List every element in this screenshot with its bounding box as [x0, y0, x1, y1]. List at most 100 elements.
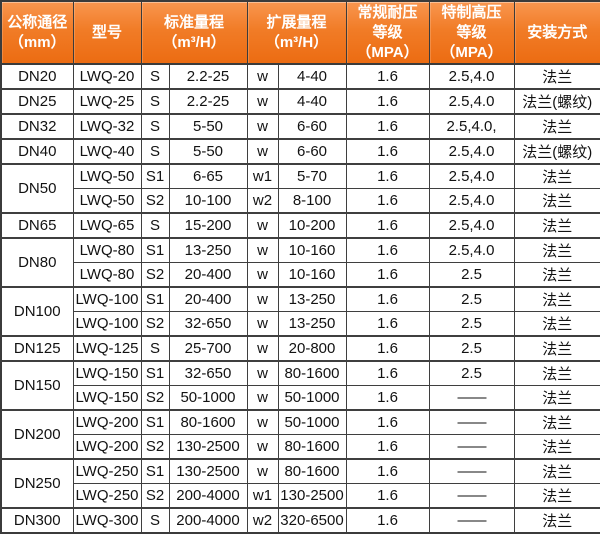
high-pressure-cell: 2.5,4.0 [428, 63, 515, 90]
std-range-cell: 130-2500 [168, 458, 248, 485]
std-code-cell: S2 [140, 385, 170, 411]
ext-code-cell: w1 [246, 483, 279, 509]
ext-code-cell: w [246, 311, 279, 337]
dn-cell: DN20 [0, 63, 74, 90]
ext-range-cell: 320-6500 [277, 507, 347, 534]
table-row: LWQ-100 S2 32-650 w 13-250 1.6 2.5 法兰 [1, 311, 600, 337]
install-cell: 法兰 [513, 163, 600, 190]
std-code-cell: S [140, 113, 170, 140]
install-cell: 法兰(螺纹) [513, 138, 600, 165]
install-cell: 法兰 [513, 507, 600, 534]
table-row: DN20 LWQ-20 S 2.2-25 w 4-40 1.6 2.5,4.0 … [0, 63, 600, 90]
model-cell: LWQ-50 [72, 188, 142, 214]
model-cell: LWQ-300 [72, 507, 142, 534]
table-row: LWQ-250 S2 200-4000 w1 130-2500 1.6 —— 法… [1, 483, 600, 509]
normal-pressure-cell: 1.6 [345, 237, 430, 264]
std-code-cell: S2 [140, 483, 170, 509]
ext-range-cell: 10-200 [277, 212, 347, 239]
ext-range-cell: 6-60 [277, 113, 347, 140]
install-cell: 法兰 [513, 63, 600, 90]
ext-code-cell: w [246, 138, 279, 165]
table-row: DN100 LWQ-100 S1 20-400 w 13-250 1.6 2.5… [0, 286, 600, 337]
ext-code-cell: w [246, 385, 279, 411]
ext-range-cell: 5-70 [277, 163, 347, 190]
normal-pressure-cell: 1.6 [345, 163, 430, 190]
install-cell: 法兰 [513, 434, 600, 460]
ext-range-cell: 80-1600 [277, 458, 347, 485]
high-pressure-cell: —— [428, 385, 515, 411]
dn-cell: DN125 [0, 335, 74, 362]
table-row: DN150 LWQ-150 S1 32-650 w 80-1600 1.6 2.… [0, 360, 600, 411]
dn-cell: DN250 [0, 458, 74, 509]
install-cell: 法兰 [513, 286, 600, 313]
std-range-cell: 5-50 [168, 138, 248, 165]
model-cell: LWQ-200 [72, 409, 142, 436]
ext-range-cell: 80-1600 [277, 434, 347, 460]
ext-range-cell: 8-100 [277, 188, 347, 214]
std-code-cell: S [140, 335, 170, 362]
model-cell: LWQ-65 [72, 212, 142, 239]
install-cell: 法兰 [513, 360, 600, 387]
ext-code-cell: w [246, 212, 279, 239]
std-range-cell: 13-250 [168, 237, 248, 264]
std-code-cell: S [140, 212, 170, 239]
std-code-cell: S1 [140, 286, 170, 313]
model-cell: LWQ-250 [72, 483, 142, 509]
model-cell: LWQ-125 [72, 335, 142, 362]
std-range-cell: 20-400 [168, 286, 248, 313]
table-row: LWQ-50 S2 10-100 w2 8-100 1.6 2.5,4.0 法兰 [1, 188, 600, 214]
std-code-cell: S2 [140, 434, 170, 460]
table-row: DN25 LWQ-25 S 2.2-25 w 4-40 1.6 2.5,4.0 … [0, 88, 600, 115]
normal-pressure-cell: 1.6 [345, 335, 430, 362]
header-normal-pressure: 常规耐压 等级（MPA） [345, 0, 430, 66]
ext-range-cell: 50-1000 [277, 409, 347, 436]
table-row: DN80 LWQ-80 S1 13-250 w 10-160 1.6 2.5,4… [0, 237, 600, 288]
table-row: DN250 LWQ-250 S1 130-2500 w 80-1600 1.6 … [0, 458, 600, 509]
install-cell: 法兰 [513, 262, 600, 288]
std-range-cell: 2.2-25 [168, 63, 248, 90]
high-pressure-cell: 2.5 [428, 262, 515, 288]
normal-pressure-cell: 1.6 [345, 212, 430, 239]
ext-code-cell: w2 [246, 507, 279, 534]
model-cell: LWQ-200 [72, 434, 142, 460]
std-code-cell: S1 [140, 458, 170, 485]
normal-pressure-cell: 1.6 [345, 188, 430, 214]
install-cell: 法兰 [513, 311, 600, 337]
std-code-cell: S2 [140, 311, 170, 337]
std-code-cell: S1 [140, 237, 170, 264]
std-code-cell: S1 [140, 163, 170, 190]
dn-cell: DN100 [0, 286, 74, 337]
dn-cell: DN150 [0, 360, 74, 411]
table-row: DN40 LWQ-40 S 5-50 w 6-60 1.6 2.5,4.0 法兰… [0, 138, 600, 165]
ext-range-cell: 50-1000 [277, 385, 347, 411]
normal-pressure-cell: 1.6 [345, 138, 430, 165]
install-cell: 法兰(螺纹) [513, 88, 600, 115]
model-cell: LWQ-100 [72, 311, 142, 337]
std-range-cell: 20-400 [168, 262, 248, 288]
header-nominal-diameter: 公称通径 （mm） [0, 0, 74, 66]
std-code-cell: S [140, 88, 170, 115]
high-pressure-cell: 2.5 [428, 335, 515, 362]
dn-cell: DN200 [0, 409, 74, 460]
ext-range-cell: 13-250 [277, 311, 347, 337]
header-model: 型号 [72, 0, 142, 66]
ext-code-cell: w [246, 88, 279, 115]
std-range-cell: 2.2-25 [168, 88, 248, 115]
normal-pressure-cell: 1.6 [345, 483, 430, 509]
high-pressure-cell: 2.5 [428, 360, 515, 387]
install-cell: 法兰 [513, 385, 600, 411]
header-high-pressure: 特制高压 等级（MPA） [428, 0, 515, 66]
dn-cell: DN40 [0, 138, 74, 165]
ext-code-cell: w [246, 113, 279, 140]
ext-code-cell: w [246, 237, 279, 264]
std-range-cell: 15-200 [168, 212, 248, 239]
model-cell: LWQ-50 [72, 163, 142, 190]
table-row: LWQ-200 S2 130-2500 w 80-1600 1.6 —— 法兰 [1, 434, 600, 460]
std-code-cell: S1 [140, 360, 170, 387]
install-cell: 法兰 [513, 483, 600, 509]
spec-table-body: DN20 LWQ-20 S 2.2-25 w 4-40 1.6 2.5,4.0 … [0, 63, 600, 534]
std-code-cell: S [140, 63, 170, 90]
high-pressure-cell: —— [428, 507, 515, 534]
normal-pressure-cell: 1.6 [345, 88, 430, 115]
